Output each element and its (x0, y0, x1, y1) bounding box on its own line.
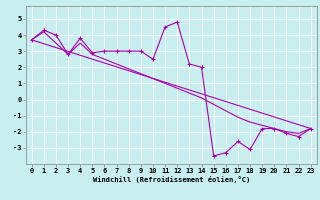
X-axis label: Windchill (Refroidissement éolien,°C): Windchill (Refroidissement éolien,°C) (92, 176, 250, 183)
